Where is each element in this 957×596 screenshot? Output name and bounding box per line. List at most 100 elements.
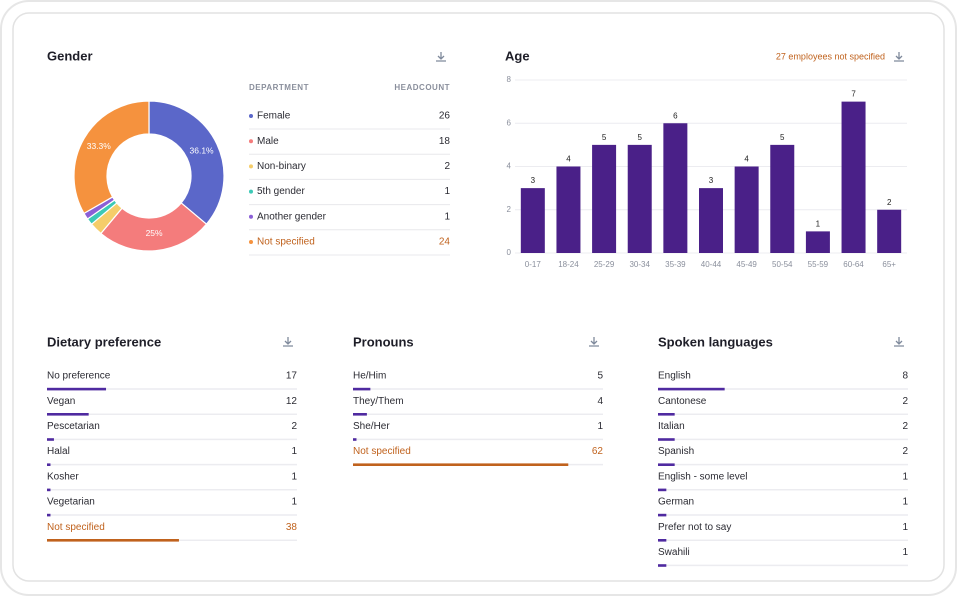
value-label: 1: [816, 219, 821, 228]
bar: [877, 209, 902, 253]
value-label: 2: [887, 198, 892, 207]
x-tick-label: 0-17: [525, 260, 542, 269]
panel-title: Spoken languages: [658, 334, 773, 349]
pie-slice: [73, 100, 150, 215]
row-value: 38: [286, 522, 298, 533]
bar: [47, 488, 51, 492]
download-icon[interactable]: [589, 337, 599, 347]
legend-dot: [249, 114, 253, 118]
bar: [770, 144, 795, 253]
slice-label: 25%: [146, 228, 163, 238]
bar: [556, 166, 581, 253]
x-tick-label: 30-34: [629, 260, 650, 269]
row-value: 8: [902, 371, 908, 382]
headcount: 1: [444, 186, 450, 197]
y-tick-label: 6: [507, 118, 512, 127]
row-label: Prefer not to say: [658, 522, 731, 533]
row-label: They/Them: [353, 396, 404, 407]
value-label: 4: [566, 155, 571, 164]
bar: [658, 488, 667, 492]
x-tick-label: 35-39: [665, 260, 686, 269]
row-value: 12: [286, 396, 298, 407]
x-tick-label: 65+: [882, 260, 896, 269]
row-value: 2: [902, 396, 908, 407]
row-label: Pescetarian: [47, 421, 100, 432]
bar: [658, 513, 667, 517]
legend-label: 5th gender: [257, 186, 305, 197]
download-icon[interactable]: [894, 52, 904, 62]
value-label: 6: [673, 111, 678, 120]
bar: [658, 438, 675, 441]
row-label: Vegan: [47, 396, 75, 407]
row-value: 1: [902, 471, 908, 482]
row-value: 62: [592, 446, 604, 457]
download-icon[interactable]: [283, 337, 293, 347]
row-label: Halal: [47, 446, 70, 457]
legend-dot: [249, 189, 253, 194]
annotation: 27 employees not specified: [776, 51, 885, 61]
bar: [47, 413, 89, 416]
value-label: 4: [744, 155, 749, 164]
row-label: He/Him: [353, 371, 386, 382]
value-label: 3: [531, 176, 536, 185]
row-label: Not specified: [47, 522, 105, 533]
slice-label: 33.3%: [87, 141, 112, 151]
bar: [658, 387, 725, 391]
panel-title: Gender: [47, 48, 93, 63]
bar: [353, 387, 371, 391]
y-tick-label: 4: [507, 162, 512, 171]
download-icon[interactable]: [436, 52, 446, 62]
row-label: English: [658, 371, 691, 382]
panel-title: Dietary preference: [47, 334, 161, 349]
row-value: 1: [291, 497, 297, 508]
row-label: No preference: [47, 371, 111, 382]
row-label: She/Her: [353, 421, 390, 432]
headcount: 26: [439, 111, 451, 122]
legend-dot: [249, 164, 253, 169]
bar: [353, 413, 367, 416]
value-label: 7: [851, 90, 856, 99]
slice-label: 36.1%: [190, 146, 215, 156]
row-value: 1: [902, 547, 908, 558]
legend-label: Male: [257, 136, 279, 147]
row-value: 2: [902, 446, 908, 457]
table-header: HEADCOUNT: [394, 83, 450, 92]
row-label: English - some level: [658, 471, 747, 482]
value-label: 5: [602, 133, 607, 142]
bar: [627, 144, 652, 253]
x-tick-label: 18-24: [558, 260, 579, 269]
download-icon[interactable]: [894, 337, 904, 347]
bar: [47, 387, 107, 391]
row-value: 1: [291, 446, 297, 457]
row-label: Italian: [658, 421, 685, 432]
card: [12, 12, 945, 582]
legend-label: Non-binary: [257, 161, 306, 172]
row-value: 1: [291, 471, 297, 482]
row-label: Kosher: [47, 471, 79, 482]
row-label: Cantonese: [658, 396, 707, 407]
row-value: 1: [902, 497, 908, 508]
row-label: German: [658, 497, 694, 508]
bar: [658, 539, 667, 542]
row-label: Swahili: [658, 547, 690, 558]
bar: [699, 188, 723, 253]
bar: [47, 539, 179, 542]
bar: [841, 101, 866, 253]
x-tick-label: 60-64: [843, 260, 864, 269]
row-value: 17: [286, 371, 298, 382]
bar: [47, 438, 54, 441]
x-tick-label: 40-44: [701, 260, 722, 269]
pie-slice: [148, 100, 225, 226]
row-value: 2: [291, 421, 297, 432]
row-value: 4: [597, 396, 603, 407]
bar: [47, 463, 51, 466]
bar: [520, 188, 545, 253]
bar: [734, 166, 759, 253]
x-tick-label: 50-54: [772, 260, 793, 269]
bar: [353, 438, 357, 441]
bar: [47, 513, 51, 517]
table-header: DEPARTMENT: [249, 83, 309, 92]
value-label: 5: [780, 133, 785, 142]
legend-dot: [249, 240, 253, 244]
row-label: Spanish: [658, 446, 694, 457]
